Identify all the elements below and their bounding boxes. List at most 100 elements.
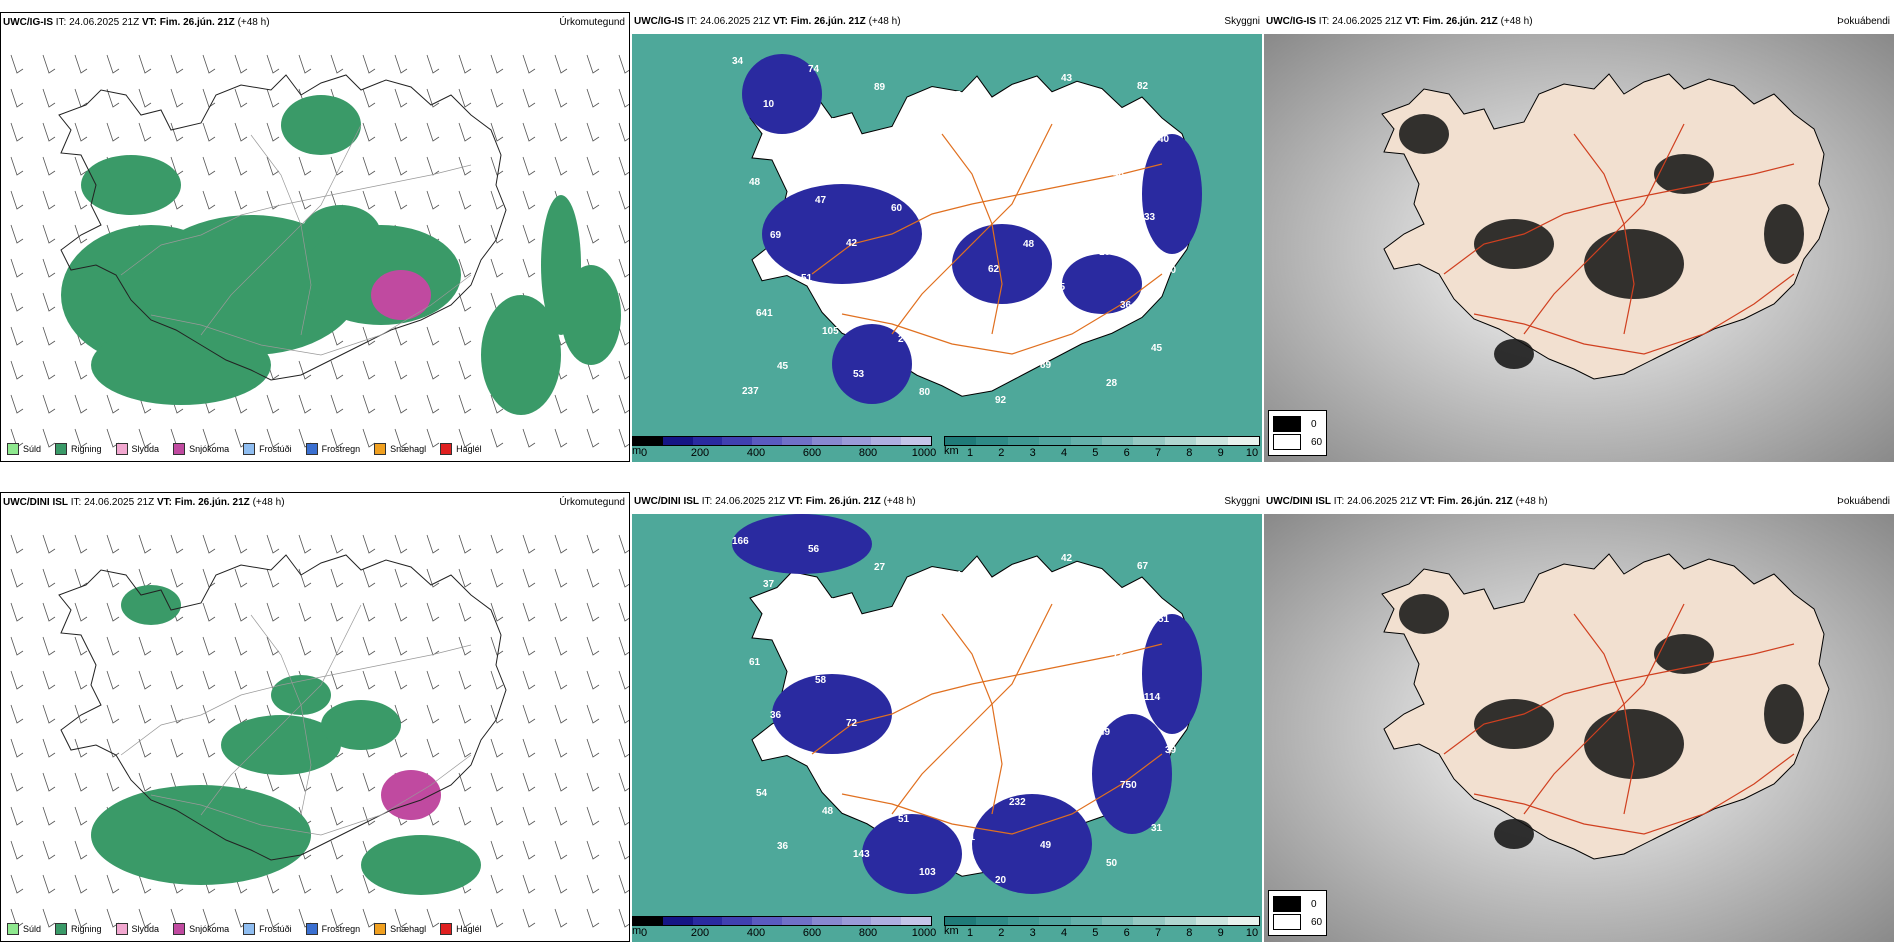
visibility-tick: 7 — [1154, 927, 1162, 939]
fog-indicator-map — [1264, 514, 1894, 942]
height-tick: 600 — [802, 927, 822, 939]
legend-label: Slydda — [131, 924, 160, 934]
low-cloud-area — [972, 794, 1092, 894]
low-cloud-area — [772, 674, 892, 754]
cloud-base-label: 47 — [867, 291, 879, 302]
cloud-base-label: 35 — [1054, 282, 1066, 293]
cloud-base-label: 29 — [926, 178, 938, 189]
fog-area — [1584, 229, 1684, 299]
cloud-base-label: 114 — [1144, 692, 1161, 703]
low-cloud-area — [1142, 614, 1202, 734]
cloud-base-label: 114 — [1092, 116, 1109, 127]
low-cloud-area — [1142, 134, 1202, 254]
cloud-base-label: 49 — [1099, 727, 1111, 738]
precip-panel-top: UWC/IG-IS IT: 24.06.2025 21Z VT: Fim. 26… — [0, 12, 630, 462]
legend-label: Snjókoma — [189, 444, 230, 454]
cloud-base-label: 48 — [822, 806, 834, 817]
cloud-base-label: 98 — [1068, 204, 1080, 215]
cloud-base-label: 85 — [1002, 186, 1014, 197]
panel-title: Úrkomutegund — [559, 497, 625, 508]
panel-title: Þokuábendi — [1837, 496, 1890, 507]
legend-swatch — [115, 923, 128, 935]
height-tick: 0 — [640, 447, 648, 459]
height-tick: 800 — [858, 447, 878, 459]
visibility-tick: 5 — [1092, 927, 1099, 939]
cloudbase-panel-bottom: UWC/DINI ISL IT: 24.06.2025 21Z VT: Fim.… — [632, 492, 1262, 942]
cloud-base-label: 39 — [794, 622, 806, 633]
fog-key: 0 60 — [1268, 890, 1328, 936]
visibility-tick: 6 — [1123, 447, 1130, 459]
cloud-base-label: 48 — [1023, 239, 1035, 250]
panel-header: UWC/IG-IS IT: 24.06.2025 21Z VT: Fim. 26… — [3, 17, 270, 28]
cloud-base-label: 36 — [1120, 300, 1132, 311]
precip-legend: Súld Rigning Slydda Snjókoma Frostúði Frostre… — [7, 443, 482, 455]
cloud-base-label: 65 — [943, 299, 955, 310]
legend-label: Súld — [23, 444, 42, 454]
legend-label: Snæhagl — [390, 924, 427, 934]
height-tick: 200 — [690, 927, 710, 939]
cloud-base-label: 53 — [867, 771, 879, 782]
height-tick: 0 — [640, 927, 648, 939]
visibility-tick: 5 — [1092, 447, 1099, 459]
precipitation-type-map — [10, 54, 629, 448]
cloud-base-label: 31 — [1151, 823, 1163, 834]
cloud-base-label: 51 — [957, 221, 969, 232]
fog-key-swatch — [1273, 416, 1301, 432]
height-tick: 400 — [746, 447, 766, 459]
visibility-tick: 7 — [1154, 447, 1162, 459]
legend-label: Snæhagl — [390, 444, 427, 454]
visibility-tick: 1 — [966, 927, 974, 939]
visibility-colorbar: 1 2 3 4 5 6 7 8 9 10 km — [944, 436, 1260, 460]
coastline — [58, 554, 507, 861]
low-cloud-area — [832, 324, 912, 404]
low-cloud-area — [762, 184, 922, 284]
legend-item: Frostúði — [243, 923, 292, 935]
fog-key-row: 60 — [1273, 433, 1322, 451]
cloud-base-label: 47 — [815, 195, 827, 206]
visibility-tick: 4 — [1060, 447, 1068, 459]
legend-swatch — [115, 443, 128, 455]
visibility-tick: 2 — [998, 447, 1005, 459]
cloud-base-label: 34 — [732, 56, 744, 67]
cloud-base-label: 51 — [1158, 614, 1170, 625]
cloud-base-label: 46 — [912, 736, 924, 747]
cloud-base-label: 40 — [829, 117, 841, 128]
cloud-base-label: 39 — [1165, 745, 1177, 756]
cloud-base-label: 37 — [763, 579, 775, 590]
legend-label: Frostúði — [259, 924, 292, 934]
low-cloud-area — [1062, 254, 1142, 314]
height-colorbar: 0 200 400 600 800 1000 m — [632, 436, 936, 460]
fog-area — [1654, 634, 1714, 674]
rain-area — [121, 585, 181, 625]
coastline — [1381, 553, 1830, 860]
cloud-base-label: 45 — [777, 361, 789, 372]
legend-swatch — [55, 443, 68, 455]
fog-area — [1764, 204, 1804, 264]
cloud-base-label: 188 — [926, 658, 943, 669]
cloud-base-label: 51 — [801, 273, 813, 284]
cloud-base-label: 32 — [1054, 762, 1066, 773]
cloudbase-visibility-map: 3440294836458958983010580854869476043404… — [632, 34, 1262, 462]
cloud-base-label: 80 — [919, 387, 931, 398]
cloud-base-label: 272 — [1085, 325, 1102, 336]
cloud-base-label: 56 — [808, 544, 820, 555]
height-tick: 1000 — [911, 447, 937, 459]
cloud-base-label: 70 — [905, 125, 917, 136]
cloud-base-label: 41 — [964, 832, 976, 843]
fog-area — [1474, 699, 1554, 749]
cloud-base-label: 245 — [898, 334, 915, 345]
legend-item: Rigning — [55, 443, 102, 455]
cloud-base-label: 33 — [860, 640, 872, 651]
rain-area — [271, 675, 331, 715]
height-tick: 200 — [690, 447, 710, 459]
panel-header: UWC/DINI ISL IT: 24.06.2025 21Z VT: Fim.… — [634, 496, 916, 507]
fog-key-swatch — [1273, 914, 1301, 930]
visibility-colorbar: 1 2 3 4 5 6 7 8 9 10 km — [944, 916, 1260, 940]
rain-area — [361, 835, 481, 895]
cloud-base-label: 166 — [732, 536, 749, 547]
legend-label: Frostúði — [259, 444, 292, 454]
legend-swatch — [7, 923, 19, 935]
cloud-base-label: 50 — [1106, 858, 1118, 869]
cloud-base-label: 48 — [749, 177, 761, 188]
legend-item: Rigning — [55, 923, 102, 935]
